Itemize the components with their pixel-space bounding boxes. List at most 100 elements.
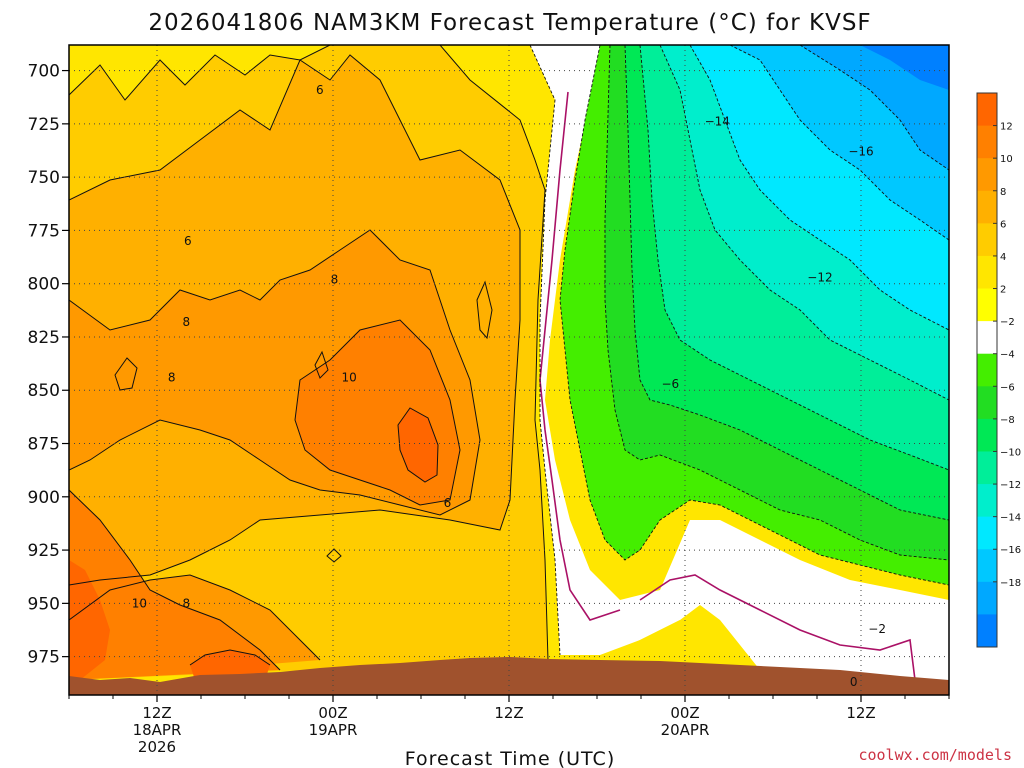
colorbar-swatch	[977, 255, 997, 290]
colorbar-label: −14	[1000, 513, 1021, 524]
colorbar-label: 4	[1000, 252, 1006, 263]
colorbar-swatch	[977, 418, 997, 452]
colorbar-swatch	[977, 484, 997, 518]
contour-line-minus16c	[729, 45, 949, 241]
colorbar: 12 10 8 6 4 2 −2 −4 −6 −8 −10 −12 −14 −16 −18	[976, 92, 1021, 648]
x-tick-label: 00Z	[670, 704, 699, 722]
colorbar-label: −10	[1000, 447, 1021, 458]
colorbar-swatch	[977, 614, 997, 648]
credit-text: coolwx.com/models	[858, 746, 1012, 764]
y-tick-label: 700	[28, 62, 60, 82]
colorbar-swatch	[977, 288, 997, 322]
contour-label: 8	[331, 272, 339, 286]
contour-line-minus14c	[689, 45, 949, 331]
colorbar-swatch	[977, 386, 997, 420]
y-tick-label: 850	[28, 381, 60, 401]
warm-pocket-late	[600, 605, 760, 670]
colorbar-swatch	[977, 190, 997, 224]
colorbar-swatch	[977, 93, 997, 127]
y-tick-label: 750	[28, 168, 60, 188]
warm-region-12c-corner	[69, 560, 110, 680]
contour-line-8c	[69, 229, 481, 516]
contour-label: −6	[661, 377, 679, 391]
warm-region-12c-low	[190, 650, 270, 680]
contour-line-6c	[69, 54, 521, 586]
colorbar-label: −18	[1000, 578, 1021, 589]
colorbar-swatch	[977, 158, 997, 192]
contour-label: −12	[807, 270, 832, 284]
colorbar-label: −4	[1000, 350, 1015, 361]
warm-region-12c	[398, 408, 438, 482]
x-tick-label: 18APR	[133, 721, 182, 739]
colorbar-swatch	[977, 125, 997, 159]
contour-line-6c-islet	[476, 280, 493, 340]
contour-label: 6	[316, 83, 324, 97]
contour-label: 6	[184, 234, 192, 248]
colorbar-swatch	[977, 451, 997, 485]
colorbar-swatch	[977, 223, 997, 257]
colorbar-swatch	[977, 581, 997, 615]
x-tick-label: 12Z	[142, 704, 171, 722]
x-tick-label: 20APR	[661, 721, 710, 739]
chart-title: 2026041806 NAM3KM Forecast Temperature (…	[148, 10, 871, 36]
y-tick-label: 900	[28, 488, 60, 508]
y-tick-label: 725	[28, 115, 60, 135]
y-axis: 700 725 750 775 800 825 850 875 900 925 950 975	[28, 62, 69, 668]
colorbar-label: −8	[1000, 415, 1015, 426]
freezing-line-lower	[639, 574, 916, 681]
contour-line-4c	[69, 45, 549, 661]
contour-line-10c	[294, 319, 461, 506]
cold-region-minus18	[800, 45, 949, 170]
contour-label: 10	[341, 370, 356, 384]
colorbar-swatch	[977, 321, 997, 355]
colorbar-label: −2	[1000, 317, 1015, 328]
contour-label: −16	[848, 145, 873, 159]
x-tick-label: 12Z	[494, 704, 523, 722]
colorbar-swatch	[977, 353, 997, 387]
dashed-contour-lines	[529, 45, 949, 656]
colorbar-frame	[976, 92, 998, 648]
contour-lines	[69, 45, 549, 671]
x-gridlines	[156, 45, 862, 695]
contour-line-minus12c	[659, 45, 949, 401]
x-axis-title: Forecast Time (UTC)	[405, 748, 615, 768]
colorbar-label: −16	[1000, 545, 1021, 556]
x-tick-label: 19APR	[309, 721, 358, 739]
contour-line-8c-islet	[114, 357, 138, 391]
contour-label: 8	[168, 370, 176, 384]
x-tick-label: 12Z	[846, 704, 875, 722]
warm-region-10c-low	[69, 490, 280, 680]
colorbar-label: −6	[1000, 382, 1015, 393]
contour-line-12c-low	[189, 649, 271, 666]
contour-line-minus8c	[624, 45, 949, 521]
y-tick-label: 800	[28, 275, 60, 295]
contour-label: −14	[705, 115, 730, 129]
y-tick-label: 875	[28, 435, 60, 455]
contour-label: 8	[183, 315, 191, 329]
x-tick-label: 2026	[138, 738, 176, 756]
contour-label: 0	[850, 675, 858, 689]
colorbar-label: 12	[1000, 122, 1013, 133]
x-tick-label: 00Z	[318, 704, 347, 722]
contour-line-minus2c	[529, 45, 561, 656]
contour-line-12c	[397, 407, 439, 483]
contour-line-minus4c	[559, 45, 949, 586]
contour-line-10c-low	[69, 489, 281, 671]
colorbar-label: 10	[1000, 154, 1013, 165]
y-tick-label: 775	[28, 221, 60, 241]
near-zero-region	[530, 45, 949, 695]
y-tick-label: 925	[28, 541, 60, 561]
contour-label: 6	[444, 496, 452, 510]
colorbar-label: 6	[1000, 219, 1006, 230]
contour-label: 8	[183, 596, 191, 610]
y-tick-label: 825	[28, 328, 60, 348]
y-tick-label: 975	[28, 648, 60, 668]
contour-line-minus18c	[799, 45, 949, 171]
colorbar-label: 8	[1000, 187, 1006, 198]
contour-line-6c-islet-2	[326, 548, 342, 563]
contour-line-minus10c	[639, 45, 949, 471]
colorbar-swatch	[977, 549, 997, 583]
